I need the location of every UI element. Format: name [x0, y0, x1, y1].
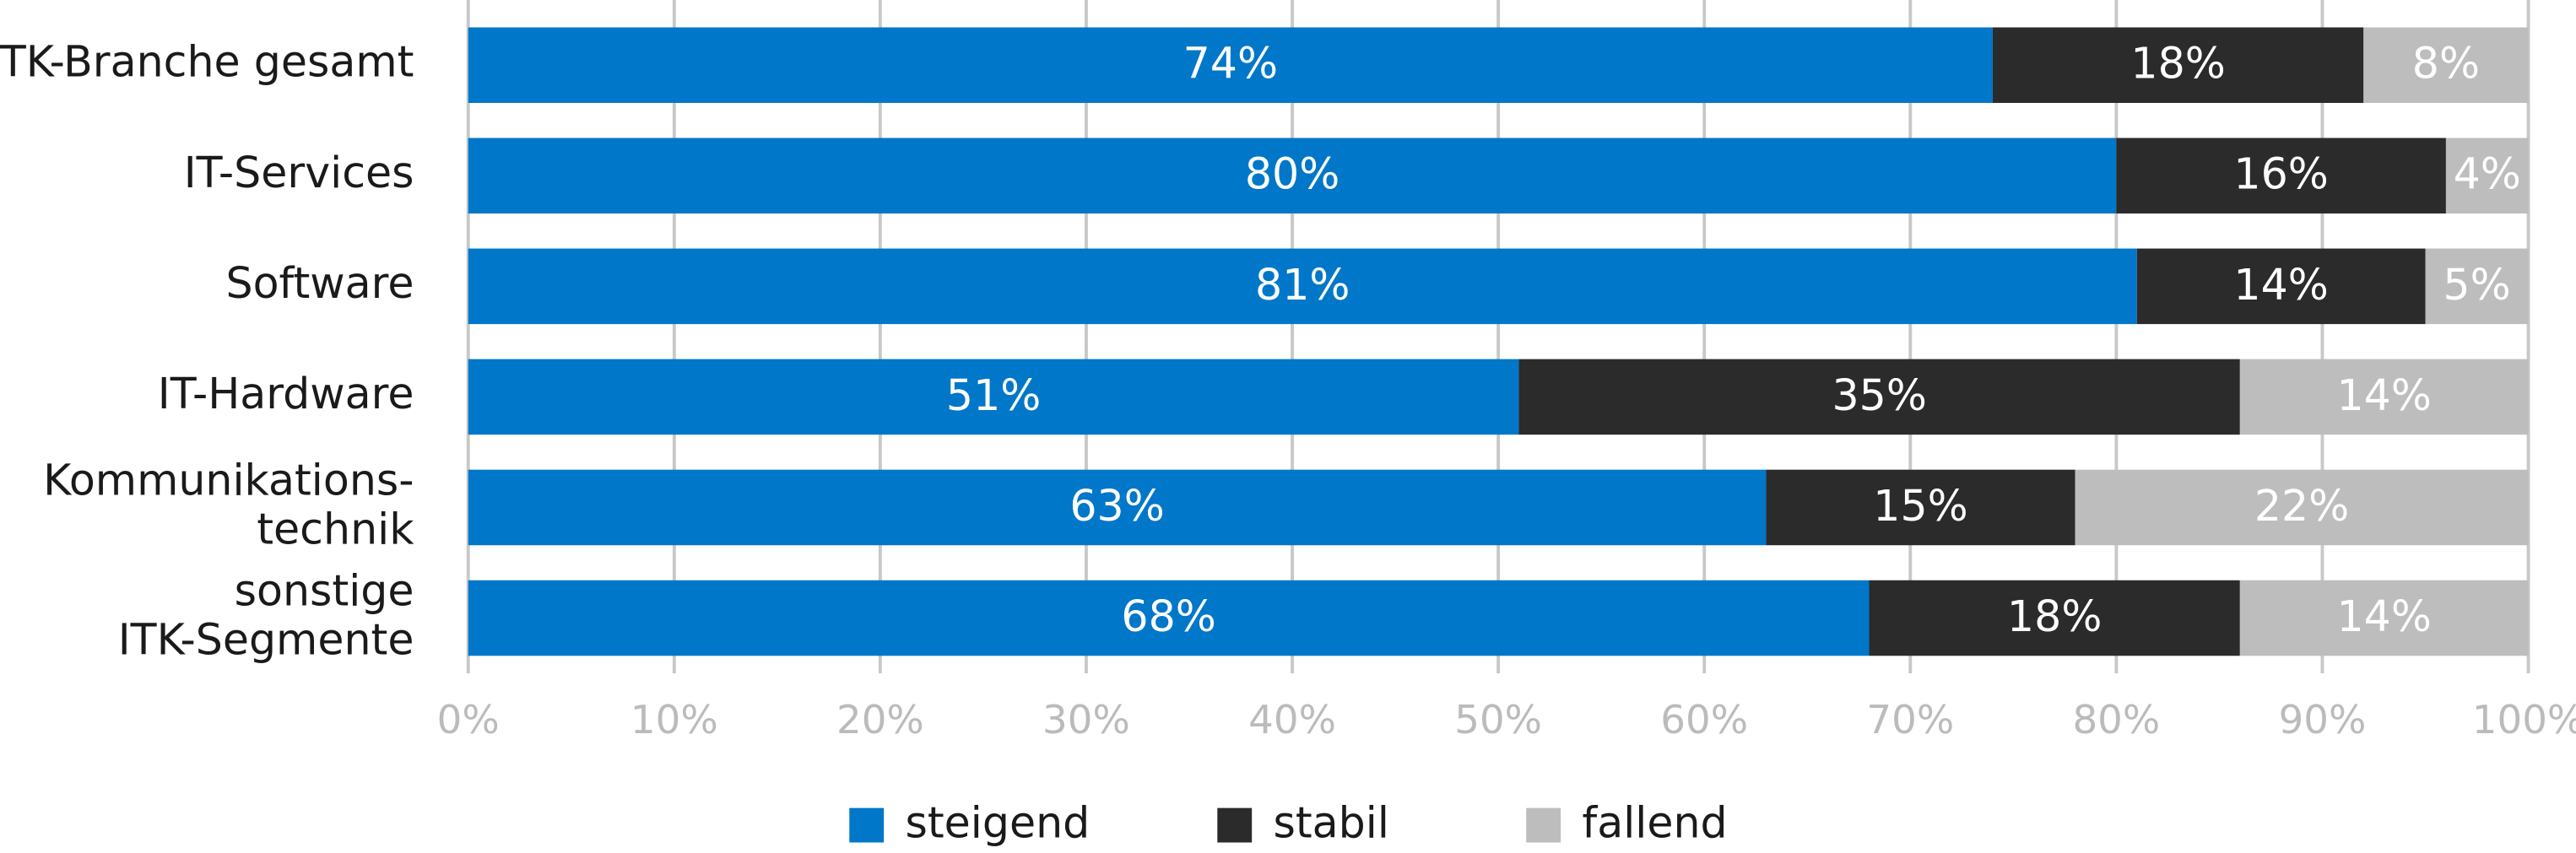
value-label: 16% — [2233, 149, 2328, 199]
x-tick-label: 20% — [836, 698, 924, 743]
y-tick-label: Software — [225, 258, 414, 308]
legend-swatch — [849, 807, 885, 843]
x-tick-label: 80% — [2072, 698, 2160, 743]
bar-segment — [2363, 27, 2529, 103]
bar-segment — [468, 580, 1870, 656]
x-tick-label: 90% — [2279, 698, 2367, 743]
bar-segment — [1518, 359, 2240, 435]
value-label: 51% — [946, 370, 1041, 420]
value-label: 18% — [2130, 39, 2225, 89]
legend-swatch — [1526, 807, 1561, 843]
value-label: 8% — [2412, 39, 2480, 89]
bar-segment — [2239, 359, 2529, 435]
bar-segment — [2116, 138, 2446, 214]
bar-segment — [2445, 138, 2529, 214]
value-label: 14% — [2233, 260, 2328, 310]
value-label: 14% — [2336, 591, 2431, 641]
value-label: 63% — [1069, 481, 1164, 531]
value-label: 35% — [1832, 370, 1926, 420]
value-label: 14% — [2336, 370, 2431, 420]
value-label: 81% — [1255, 260, 1350, 310]
x-tick-label: 60% — [1660, 698, 1748, 743]
value-label: 15% — [1873, 481, 1967, 531]
bar-segment — [2136, 248, 2426, 325]
bar-segment — [1766, 469, 2075, 546]
bar-segment — [2425, 248, 2529, 325]
x-tick-label: 70% — [1866, 698, 1954, 743]
bar-segment — [468, 359, 1519, 435]
value-label: 80% — [1245, 149, 1339, 199]
bar-segment — [468, 138, 2117, 214]
legend-label: steigend — [905, 798, 1090, 848]
bar-segment — [468, 248, 2137, 325]
value-label: 18% — [2007, 591, 2102, 641]
x-tick-label: 0% — [437, 698, 500, 743]
value-label: 5% — [2443, 260, 2510, 310]
legend-label: fallend — [1582, 798, 1727, 848]
x-tick-label: 50% — [1454, 698, 1542, 743]
bar-segment — [2075, 469, 2529, 546]
y-tick-label: IT-Hardware — [158, 369, 414, 418]
bar-segment — [1992, 27, 2364, 103]
x-tick-label: 40% — [1248, 698, 1336, 743]
value-label: 22% — [2254, 481, 2349, 531]
y-tick-label: ITK-Branche gesamt — [0, 37, 414, 87]
value-label: 68% — [1121, 591, 1215, 641]
value-label: 74% — [1183, 39, 1278, 89]
x-tick-label: 100% — [2472, 698, 2576, 743]
x-tick-label: 30% — [1042, 698, 1130, 743]
y-tick-label: sonstige ITK-Segmente — [118, 565, 414, 664]
y-tick-label: Kommunikations-technik — [43, 455, 414, 553]
value-label: 4% — [2454, 149, 2521, 199]
bar-segment — [1869, 580, 2240, 656]
legend-label: stabil — [1273, 798, 1388, 848]
y-tick-label: IT-Services — [184, 148, 414, 197]
bar-segment — [2239, 580, 2529, 656]
bar-segment — [468, 27, 1993, 103]
x-tick-label: 10% — [630, 698, 718, 743]
bar-segment — [468, 469, 1767, 546]
legend-swatch — [1217, 807, 1253, 843]
